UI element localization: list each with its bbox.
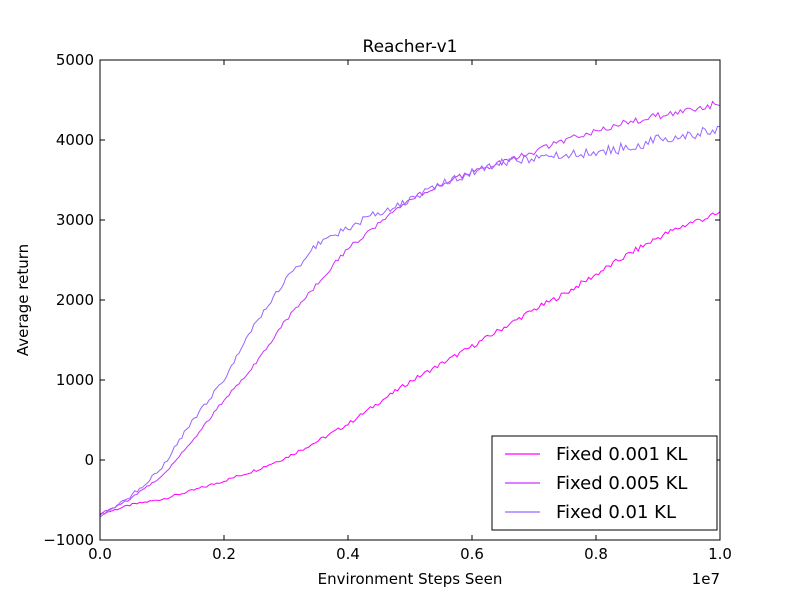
y-tick-label: 3000 [56,211,94,229]
x-axis-label: Environment Steps Seen [318,570,503,588]
legend-label-3: Fixed 0.01 KL [556,502,676,523]
chart-title: Reacher-v1 [363,37,458,57]
y-tick-label: 4000 [56,131,94,149]
legend: Fixed 0.001 KL Fixed 0.005 KL Fixed 0.01 K… [491,435,718,531]
series-line-3 [99,125,721,518]
axis-ticks: 0.0 0.2 0.4 0.6 0.8 1.0 −1000 0 1000 2000 3000 4000… [43,51,732,563]
y-tick-label: 1000 [56,371,94,389]
x-tick-label: 0.2 [212,545,236,563]
y-tick-label: −1000 [43,531,94,549]
legend-label-2: Fixed 0.005 KL [556,473,687,494]
y-tick-label: 0 [84,451,94,469]
series-group [99,100,721,518]
x-axis-offset-label: 1e7 [692,570,720,588]
y-tick-label: 2000 [56,291,94,309]
x-tick-label: 0.8 [584,545,608,563]
x-tick-label: 0.0 [88,545,112,563]
y-axis-label: Average return [14,244,32,356]
series-line-2 [99,100,721,515]
x-tick-label: 0.4 [336,545,360,563]
x-tick-label: 0.6 [460,545,484,563]
legend-label-1: Fixed 0.001 KL [556,444,687,465]
y-tick-label: 5000 [56,51,94,69]
series-line-1 [99,211,721,516]
x-tick-label: 1.0 [708,545,732,563]
